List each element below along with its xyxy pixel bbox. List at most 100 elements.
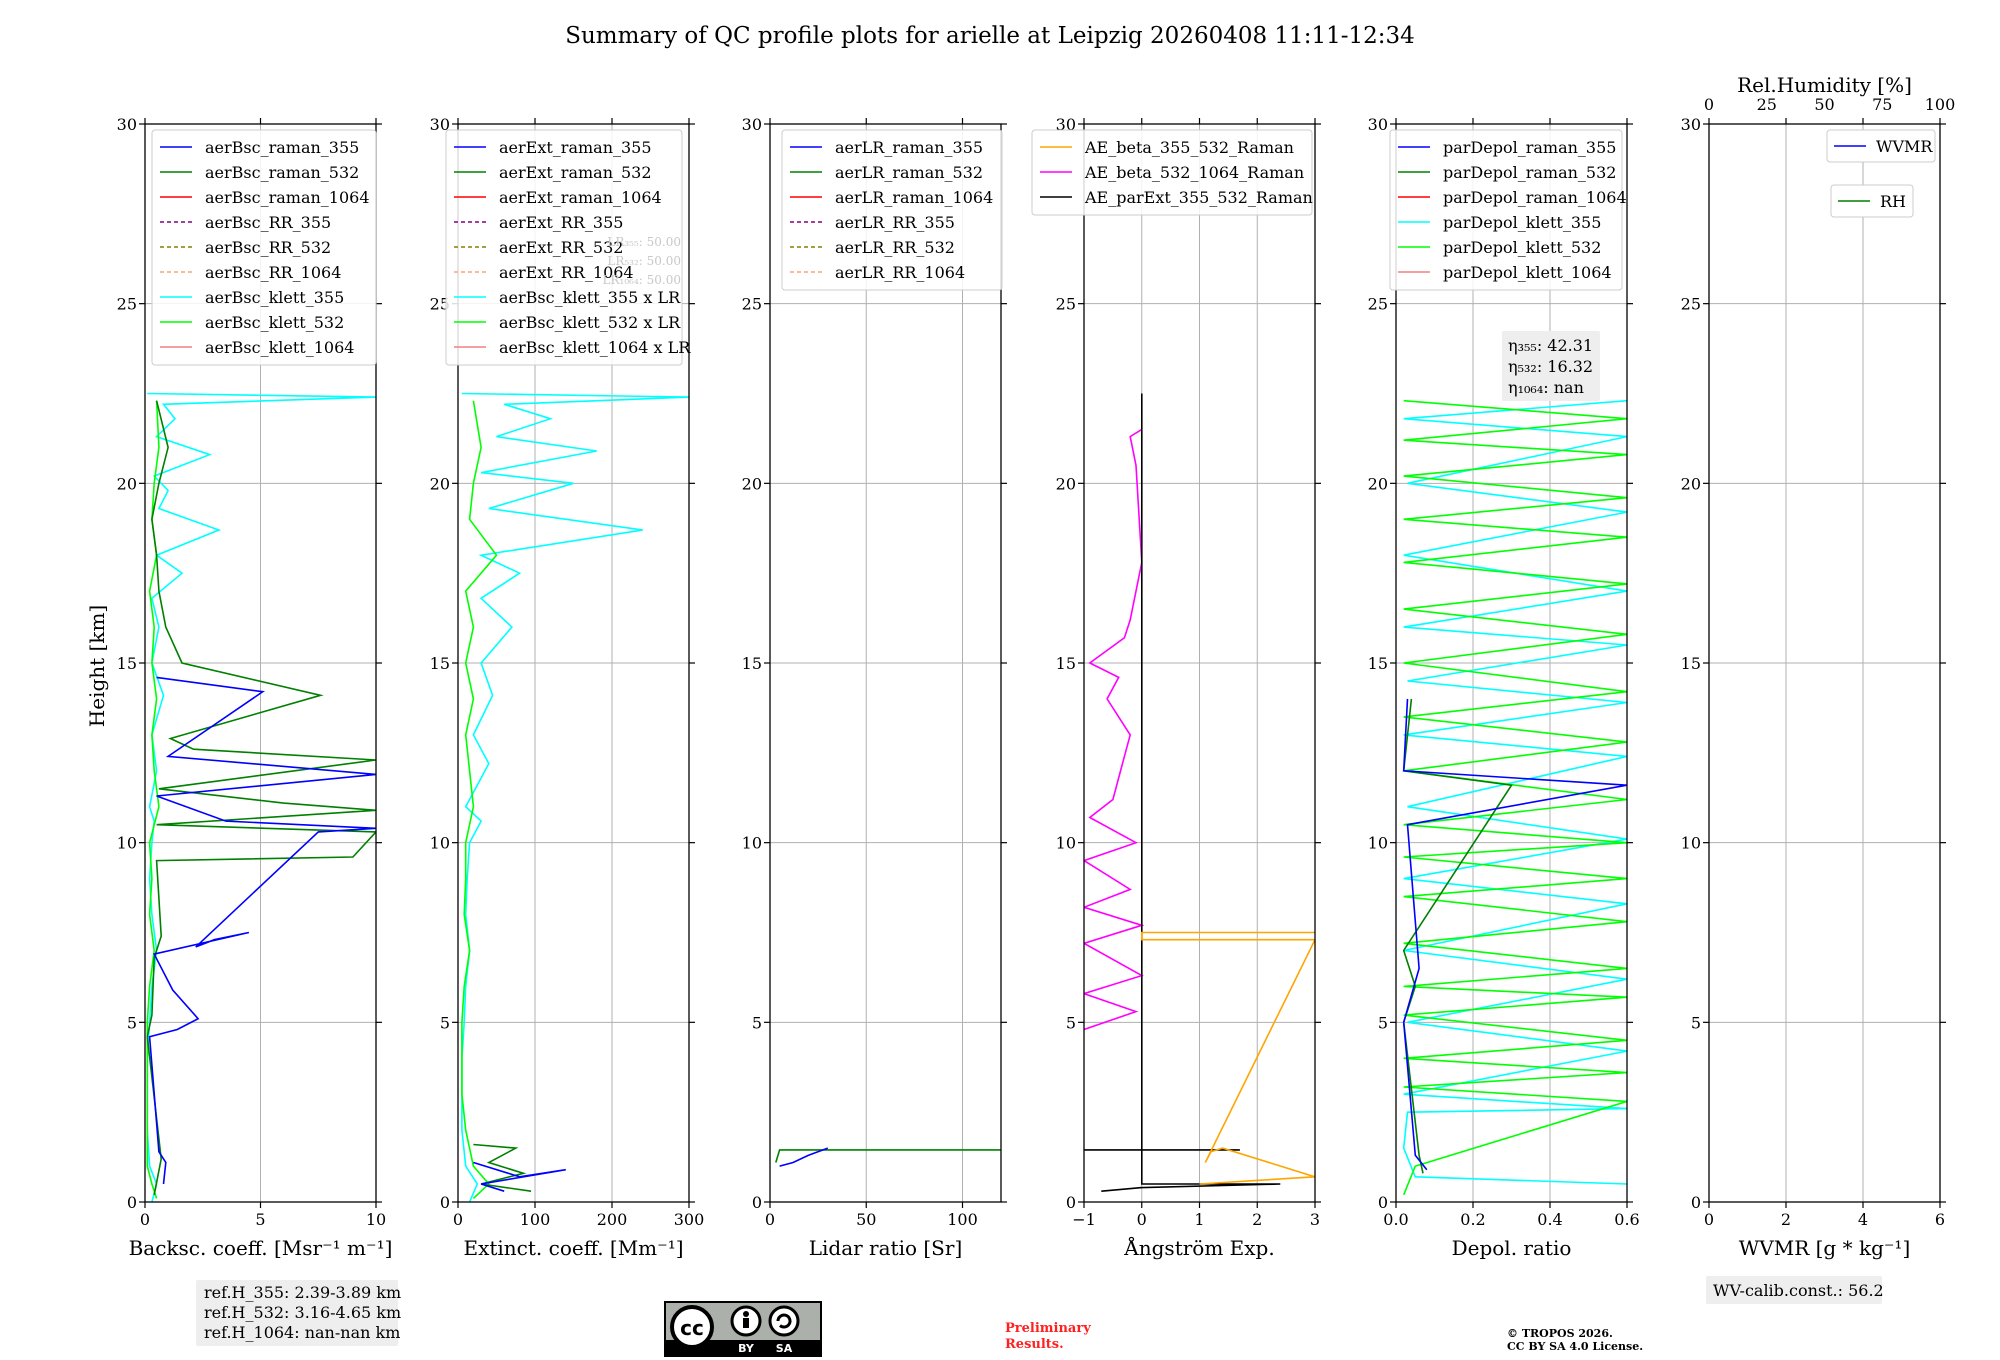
y-tick-label: 15 [742, 654, 762, 673]
series-line-aerBsc_raman_532 [146, 400, 376, 1195]
y-tick-label: 15 [430, 654, 450, 673]
legend-ae: AE_beta_355_532_Raman AE_beta_532_1064_Ra… [1031, 129, 1313, 216]
x-tick-label: 100 [947, 1210, 978, 1229]
eta-value: η₁₀₆₄: nan [1508, 378, 1584, 397]
series-line-parDepol_klett_355 [1402, 399, 1627, 1185]
legend-item: aerBsc_klett_532 x LR [499, 313, 681, 332]
series-group [1402, 399, 1627, 1196]
legend-item: aerBsc_klett_1064 [205, 338, 354, 357]
legend-item: parDepol_raman_1064 [1443, 188, 1627, 207]
x-tick-label: 2 [1252, 1210, 1262, 1229]
rh-tick-label: 50 [1814, 95, 1834, 114]
x-tick-label: 0 [140, 1210, 150, 1229]
wv-calib-text: WV-calib.const.: 56.2 [1713, 1281, 1884, 1300]
legend-item: aerBsc_RR_532 [205, 238, 331, 257]
eta-value: η₅₃₂: 16.32 [1508, 357, 1593, 376]
legend-item: aerExt_raman_1064 [499, 188, 662, 207]
y-tick-label: 5 [1066, 1013, 1076, 1032]
y-tick-label: 25 [430, 295, 450, 314]
eta-value: η₃₅₅: 42.31 [1508, 336, 1593, 355]
legend-item: aerLR_raman_1064 [835, 188, 993, 207]
y-tick-label: 25 [1056, 295, 1076, 314]
ref-height-355: ref.H_355: 2.39-3.89 km [204, 1283, 401, 1302]
x-tick-label: 0 [1704, 1210, 1714, 1229]
panel-ext: 0 100 200 300 0 5 10 15 20 25 30 Extinct. coeff. [M… [430, 115, 705, 1260]
y-tick-label: 10 [1056, 834, 1076, 853]
y-tick-label: 15 [1368, 654, 1388, 673]
ref-height-1064: ref.H_1064: nan-nan km [204, 1323, 400, 1342]
copyright-line-2: CC BY SA 4.0 License. [1507, 1340, 1643, 1353]
x-axis-label: WVMR [g * kg⁻¹] [1739, 1236, 1911, 1260]
series-line-aerLR_raman_532 [775, 1149, 1001, 1163]
legend-item: AE_beta_532_1064_Raman [1084, 163, 1304, 182]
legend-item: aerBsc_klett_532 [205, 313, 344, 332]
y-tick-label: 30 [1056, 115, 1076, 134]
y-tick-label: 30 [742, 115, 762, 134]
x-tick-label: 5 [255, 1210, 265, 1229]
x-tick-label: 200 [597, 1210, 628, 1229]
legend-wvmr: WVMR [1826, 129, 1936, 163]
x-tick-label: 50 [856, 1210, 876, 1229]
lr-note: LR₃₅₅: 50.00 [607, 235, 681, 249]
y-tick-label: 10 [1681, 834, 1701, 853]
x-axis-label: Extinct. coeff. [Mm⁻¹] [463, 1236, 683, 1260]
lr-note: LR₅₃₂: 50.00 [607, 254, 681, 268]
x-tick-label: 10 [366, 1210, 386, 1229]
legend-item: parDepol_klett_355 [1443, 213, 1601, 232]
y-axis-label: Height [km] [85, 605, 109, 727]
y-tick-label: 0 [1066, 1193, 1076, 1212]
legend-item: AE_parExt_355_532_Raman [1084, 188, 1313, 207]
panel-wv: 0 2 4 6 0 5 10 15 20 25 30 WVMR [g * kg⁻¹] 0 25 50 75 10… [1681, 73, 1955, 1304]
legend-box [445, 129, 683, 366]
copyright-line-1: © TROPOS 2026. [1507, 1327, 1613, 1340]
legend-item: aerExt_raman_532 [499, 163, 652, 182]
panel-bsc: 0 5 10 0 5 10 15 20 25 30 Backsc. coeff. [Msr⁻¹ m⁻… [117, 115, 393, 1260]
cc-license-badge[interactable]: cc BY SA [664, 1301, 822, 1357]
legend-item: aerExt_raman_355 [499, 138, 652, 157]
y-tick-label: 20 [430, 474, 450, 493]
series-line-AE_beta_532_1064_Raman [1084, 428, 1145, 1031]
y-tick-label: 20 [1681, 474, 1701, 493]
legend-item: aerBsc_klett_355 [205, 288, 344, 307]
wv-calib-box: WV-calib.const.: 56.2 [1706, 1276, 1884, 1304]
series-line-parDepol_raman_532 [1402, 698, 1513, 1174]
y-tick-label: 5 [440, 1013, 450, 1032]
rh-axis-label: Rel.Humidity [%] [1737, 73, 1912, 97]
legend-item: WVMR [1876, 137, 1933, 156]
y-tick-label: 10 [1368, 834, 1388, 853]
x-tick-label: −1 [1072, 1210, 1096, 1229]
sa-label: SA [776, 1342, 793, 1355]
series-line-parDepol_klett_532 [1402, 399, 1627, 1196]
y-tick-label: 5 [1691, 1013, 1701, 1032]
x-axis-label: Ångström Exp. [1123, 1235, 1274, 1260]
legend-item: parDepol_raman_532 [1443, 163, 1616, 182]
series-group [775, 1147, 1001, 1167]
y-tick-label: 30 [1681, 115, 1701, 134]
series-line-aerBsc_klett_355 [146, 392, 376, 1202]
y-tick-label: 25 [117, 295, 137, 314]
rh-tick-label: 75 [1872, 95, 1892, 114]
series-group [1084, 393, 1315, 1192]
x-tick-label: 4 [1858, 1210, 1868, 1229]
x-axis-label: Lidar ratio [Sr] [809, 1236, 963, 1260]
panel-lr: 0 50 100 0 5 10 15 20 25 30 Lidar ratio [Sr] aerLR_… [742, 115, 1007, 1260]
series-line-aerBsc_klett_355 x LR [461, 392, 689, 1202]
y-tick-label: 0 [752, 1193, 762, 1212]
legend-box [151, 129, 377, 366]
legend-item: aerBsc_raman_355 [205, 138, 359, 157]
x-tick-label: 0.4 [1537, 1210, 1562, 1229]
x-tick-label: 0 [765, 1210, 775, 1229]
legend-item: aerLR_raman_355 [835, 138, 983, 157]
y-tick-label: 25 [1368, 295, 1388, 314]
series-line-AE_beta_355_532_Raman [1141, 931, 1315, 1185]
legend-box [781, 129, 1003, 291]
legend-ext: aerExt_raman_355 aerExt_raman_532 aerExt_r… [445, 129, 691, 366]
preliminary-line-1: Preliminary [1005, 1321, 1091, 1336]
x-tick-label: 0 [453, 1210, 463, 1229]
legend-item: aerBsc_raman_532 [205, 163, 359, 182]
y-tick-label: 15 [117, 654, 137, 673]
x-axis-label: Backsc. coeff. [Msr⁻¹ m⁻¹] [129, 1236, 393, 1260]
legend-item: aerExt_RR_1064 [499, 263, 634, 282]
legend-item: aerBsc_RR_355 [205, 213, 331, 232]
